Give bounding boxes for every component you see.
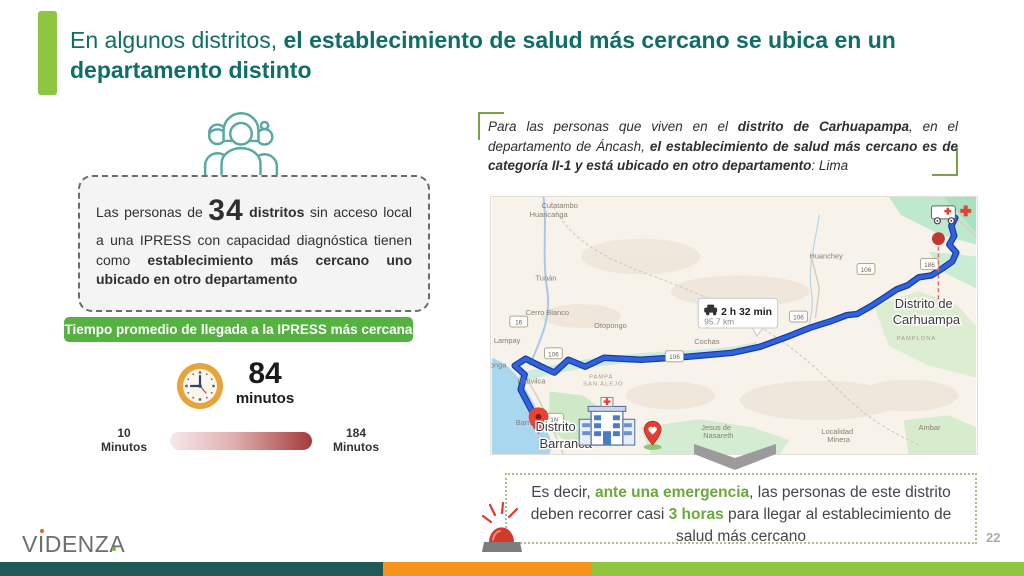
ambulance-icon [930,205,956,225]
road-shield: 106 [793,315,804,322]
quote-bracket-bottom-right [932,148,958,176]
route-map: 16 106 106 106 106 186 1N Cutatambo Huar… [490,196,978,455]
destination-label: Carhuampa [893,312,961,327]
stat-lead: Las personas de [96,204,209,220]
title-bold: el establecimiento de salud más cercano … [70,27,896,83]
metric-unit: minutos [235,389,295,407]
place-label: Cutatambo [541,201,577,210]
title-accent-bar [38,11,57,95]
conclusion-g1: ante una emergencia [594,484,750,501]
footer-bar-orange [383,562,592,576]
clinic-cross-icon [960,205,972,217]
map-canvas: 16 106 106 106 106 186 1N Cutatambo Huar… [491,197,977,454]
siren-icon [481,502,522,552]
scale-min-value: 10 [117,426,131,440]
road-shield: 106 [861,267,872,274]
intro-b2: el establecimiento de salud más cercano … [488,138,958,174]
road-shield: 106 [669,354,680,361]
intro-s3: : Lima [811,158,849,174]
river [528,197,550,367]
heart-pin-icon [643,420,662,451]
footer-bar-teal [0,562,383,576]
scale-max-unit: Minutos [333,440,379,455]
terrain-hills [541,238,959,421]
stat-middle: sin acceso local a una IPRESS con capaci… [96,204,412,268]
place-label: Jesus de [701,423,731,432]
scale-min-unit: Minutos [101,440,147,455]
time-gradient-bar [170,432,312,450]
route-distance: 95.7 km [704,317,734,327]
route-duration: 2 h 32 min [721,307,772,318]
intro-s2: , en el departamento de Áncash, [488,119,958,154]
conclusion-box: Es decir, ante una emergencia, las perso… [505,473,977,545]
origin-pin-icon [528,407,549,435]
intro-b1: distrito de Carhuapampa [737,119,910,134]
place-label: Localidad [821,427,853,436]
road-shields: 16 106 106 106 106 186 1N [509,258,939,425]
place-label: Huaricanga [530,210,569,219]
river-2 [808,214,820,325]
chevron-down-icon [694,444,776,470]
car-icon [704,304,718,316]
place-label: Minera [827,435,851,444]
stat-number: 34 [208,194,244,227]
videnza-logo: VIDENZA [22,531,126,557]
logo-dot-green-icon [112,547,116,551]
conclusion-s3: para llegar al establecimiento de salud … [675,506,952,545]
place-label: Cerro Blanco [526,308,569,317]
title-normal: En algunos distritos, [70,27,284,53]
ipress-banner: Tiempo promedio de llegada a la IPRESS m… [64,317,413,342]
scale-max-value: 184 [345,426,367,440]
page-number: 22 [986,530,1001,545]
place-label: Pativilca [518,377,547,386]
place-label: Cochas [694,337,719,346]
stat-box: Las personas de 34 distritos sin acceso … [78,175,430,312]
logo-dot-orange-icon [40,529,44,533]
place-label: Ambar [919,423,941,432]
stat-emphasis: establecimiento más cercano uno ubicado … [96,251,413,288]
people-group-icon [203,112,279,176]
scale-max-label: 184 Minutos [324,426,388,455]
route-line [512,215,959,426]
road-shield: 1N [550,417,559,424]
route-info-box: 2 h 32 min 95.7 km [697,297,779,337]
hospital-icon [578,396,636,446]
stat-number-suffix: distritos [243,204,305,220]
destination-marker-icon [931,232,945,246]
place-label: PAMPLONA [897,336,936,342]
terrain-vegetation [549,197,977,454]
place-label: Tunán [536,273,557,282]
road-shield: 16 [515,320,523,327]
quote-bracket-top-left [478,112,504,140]
place-label: PAMPA [589,375,613,381]
intro-note: Para las personas que viven en el distri… [488,117,958,176]
page-title: En algunos distritos, el establecimiento… [70,26,970,86]
road-shield: 186 [924,262,935,269]
footer-bar-green [592,562,1024,576]
scale-min-label: 10 Minutos [92,426,156,455]
conclusion-g2: 3 horas [668,506,724,523]
road-shield: 106 [548,351,559,358]
conclusion-s1: Es decir, [531,484,595,501]
place-label: Otopongo [594,321,627,330]
place-label: Nasareth [703,431,733,440]
place-label: SAN ALEJO [583,382,623,388]
destination-label: Distrito de [895,296,953,311]
place-label: Huanchey [809,252,843,261]
place-label: Lampay [494,336,521,345]
travel-time-metric: 84 minutos [226,358,304,407]
intro-s1: Para las personas que viven en el [488,119,738,134]
place-label: onga [491,361,507,370]
origin-pin-hole [535,413,542,420]
clock-icon [177,363,223,409]
conclusion-s2: , las personas de este distrito deben re… [530,484,951,523]
metric-value: 84 [248,357,282,390]
